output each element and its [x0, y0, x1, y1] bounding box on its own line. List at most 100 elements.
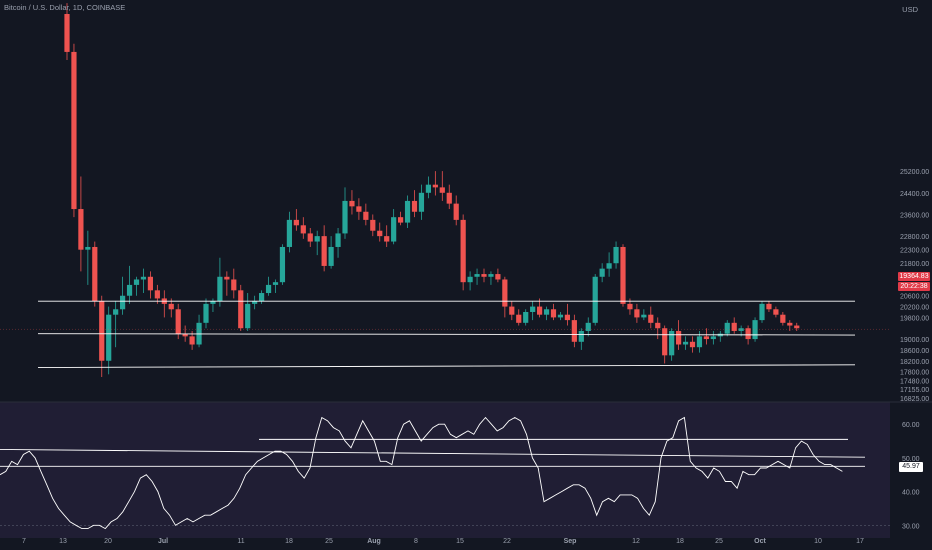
candle-body [467, 276, 473, 283]
candle-body [231, 279, 237, 291]
candle-body [140, 276, 147, 280]
candle-body [641, 314, 647, 318]
candle-body [238, 290, 244, 329]
rsi-tick-label: 40.00 [902, 490, 920, 497]
candle-body [133, 279, 140, 285]
candle-body [328, 246, 334, 266]
candle-body [335, 233, 341, 247]
candle-body [446, 192, 452, 204]
candle-body [432, 184, 438, 188]
rsi-line [0, 416, 843, 530]
time-axis-label: 22 [503, 538, 511, 545]
time-axis-label: 17 [856, 538, 864, 545]
candle-body [245, 303, 251, 329]
time-axis-label: 8 [414, 538, 418, 545]
time-axis-label: Sep [564, 538, 577, 545]
candle-body [585, 322, 591, 331]
trend-line [37, 333, 856, 336]
price-tick-label: 20600.00 [900, 294, 929, 301]
price-tick-label: 24400.00 [900, 191, 929, 198]
candle-body [71, 51, 77, 210]
candle-body [265, 284, 272, 294]
candle-body [787, 322, 793, 326]
candle-body [495, 274, 501, 280]
candle-body [606, 263, 612, 269]
candle-body [321, 236, 327, 266]
candle-body [564, 314, 570, 321]
candle-body [147, 276, 153, 291]
price-tick-label: 22300.00 [900, 248, 929, 255]
rsi-tick-label: 50.00 [902, 456, 920, 463]
candle-body [669, 330, 675, 356]
price-tick-label: 21800.00 [900, 261, 929, 268]
candle-body [780, 314, 786, 323]
price-tick-label: 20200.00 [900, 305, 929, 312]
candle-body [682, 341, 689, 345]
rsi-panel [0, 402, 890, 538]
candle-body [404, 200, 411, 223]
candle-body [224, 276, 230, 280]
candle-body [578, 330, 584, 342]
symbol-title[interactable]: Bitcoin / U.S. Dollar, 1D, COINBASE [4, 3, 126, 12]
candle-body [377, 230, 383, 237]
time-axis-label: 18 [285, 538, 293, 545]
candle-body [766, 303, 772, 310]
candle-body [710, 336, 716, 340]
candle-body [613, 246, 619, 264]
rsi-tick-label: 60.00 [902, 422, 920, 429]
candle-body [592, 276, 598, 323]
candle-body [120, 295, 126, 310]
candle-body [773, 309, 779, 315]
rsi-tick-label: 30.00 [902, 523, 920, 530]
trend-line [0, 449, 866, 458]
candle-body [189, 336, 195, 345]
price-tick-label: 18200.00 [900, 359, 929, 366]
candle-body [509, 306, 515, 315]
currency-label: USD [902, 5, 918, 14]
candle-body [356, 206, 362, 212]
candle-body [543, 309, 550, 315]
last-price-tag: 19364.83 [898, 272, 930, 281]
candle-body [154, 290, 160, 299]
candle-body [342, 200, 348, 234]
candle-body [648, 314, 654, 323]
candle-body [655, 322, 661, 329]
time-axis-label: 15 [456, 538, 464, 545]
candle-body [279, 246, 286, 283]
candle-body [85, 246, 91, 250]
candle-body [349, 200, 355, 207]
time-axis-label: Jul [158, 538, 168, 545]
price-tick-label: 17480.00 [900, 378, 929, 385]
candle-body [203, 303, 209, 323]
time-axis-label: 12 [632, 538, 640, 545]
price-tick-label: 19000.00 [900, 337, 929, 344]
candle-body [474, 274, 480, 277]
candle-body [272, 282, 279, 285]
candle-body [745, 328, 751, 340]
rsi-value-tag: 45.97 [899, 462, 923, 472]
price-tick-label: 17155.00 [900, 387, 929, 394]
candle-body [370, 219, 376, 231]
time-axis-label: 25 [715, 538, 723, 545]
candle-body [217, 276, 223, 302]
candle-body [78, 209, 84, 250]
candle-body [286, 219, 292, 247]
candle-body [502, 279, 508, 307]
time-axis-label: 13 [59, 538, 67, 545]
candle-body [724, 322, 730, 334]
candle-body [411, 200, 418, 212]
candle-body [488, 274, 494, 277]
candle-body [557, 314, 564, 318]
candle-body [418, 192, 425, 212]
candle-body [662, 328, 668, 356]
candle-body [398, 217, 404, 223]
price-tick-label: 23600.00 [900, 212, 929, 219]
candle-body [99, 301, 105, 361]
candle-body [175, 309, 181, 334]
candle-body [620, 246, 626, 304]
candle-body [627, 303, 633, 310]
candle-body [460, 219, 466, 283]
candle-body [126, 284, 133, 296]
